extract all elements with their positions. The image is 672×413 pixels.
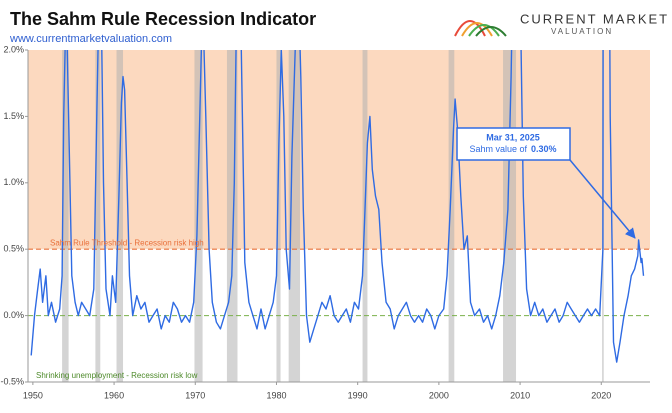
logo-text: CURRENT MARKET xyxy=(520,11,669,26)
y-tick-label: 0.5% xyxy=(3,244,24,254)
recession-band xyxy=(288,50,301,382)
recession-band xyxy=(95,50,101,382)
sahm-line xyxy=(30,50,645,363)
recession-band xyxy=(276,50,281,382)
y-tick-label: 0.0% xyxy=(3,310,24,320)
annotation-text: Sahm value of 0.30% xyxy=(469,144,556,154)
logo-subtext: VALUATION xyxy=(551,27,613,36)
x-tick-label: 1990 xyxy=(348,390,368,400)
recession-band xyxy=(448,50,455,382)
x-tick-label: 2010 xyxy=(510,390,530,400)
recession-band xyxy=(194,50,203,382)
url[interactable]: www.currentmarketvaluation.com xyxy=(9,33,172,45)
x-tick-label: 1960 xyxy=(104,390,124,400)
annotation-value: 0.30% xyxy=(531,144,557,154)
annotation-arrow xyxy=(569,159,636,239)
annotation-box xyxy=(456,127,571,161)
recession-band xyxy=(62,50,69,382)
title: The Sahm Rule Recession Indicator xyxy=(10,9,316,29)
y-tick-label: -0.5% xyxy=(0,376,24,386)
baseline-label: Shrinking unemployment - Recession risk … xyxy=(36,371,198,380)
y-tick-label: 1.0% xyxy=(3,177,24,187)
plot-area xyxy=(28,50,650,382)
recession-band xyxy=(116,50,124,382)
y-tick-label: 1.5% xyxy=(3,111,24,121)
threshold-label: Sahm Rule Threshold - Recession risk hig… xyxy=(50,238,204,247)
annotation-label: Sahm value of xyxy=(469,144,527,154)
annotation-date: Mar 31, 2025 xyxy=(486,132,540,142)
x-tick-label: 1950 xyxy=(23,390,43,400)
recession-band xyxy=(226,50,238,382)
recession-band xyxy=(503,50,517,382)
x-tick-label: 2020 xyxy=(591,390,611,400)
y-tick-label: 2.0% xyxy=(3,44,24,54)
logo: CURRENT MARKET VALUATION xyxy=(454,11,669,37)
x-tick-label: 1980 xyxy=(266,390,286,400)
x-tick-label: 2000 xyxy=(429,390,449,400)
x-tick-label: 1970 xyxy=(185,390,205,400)
